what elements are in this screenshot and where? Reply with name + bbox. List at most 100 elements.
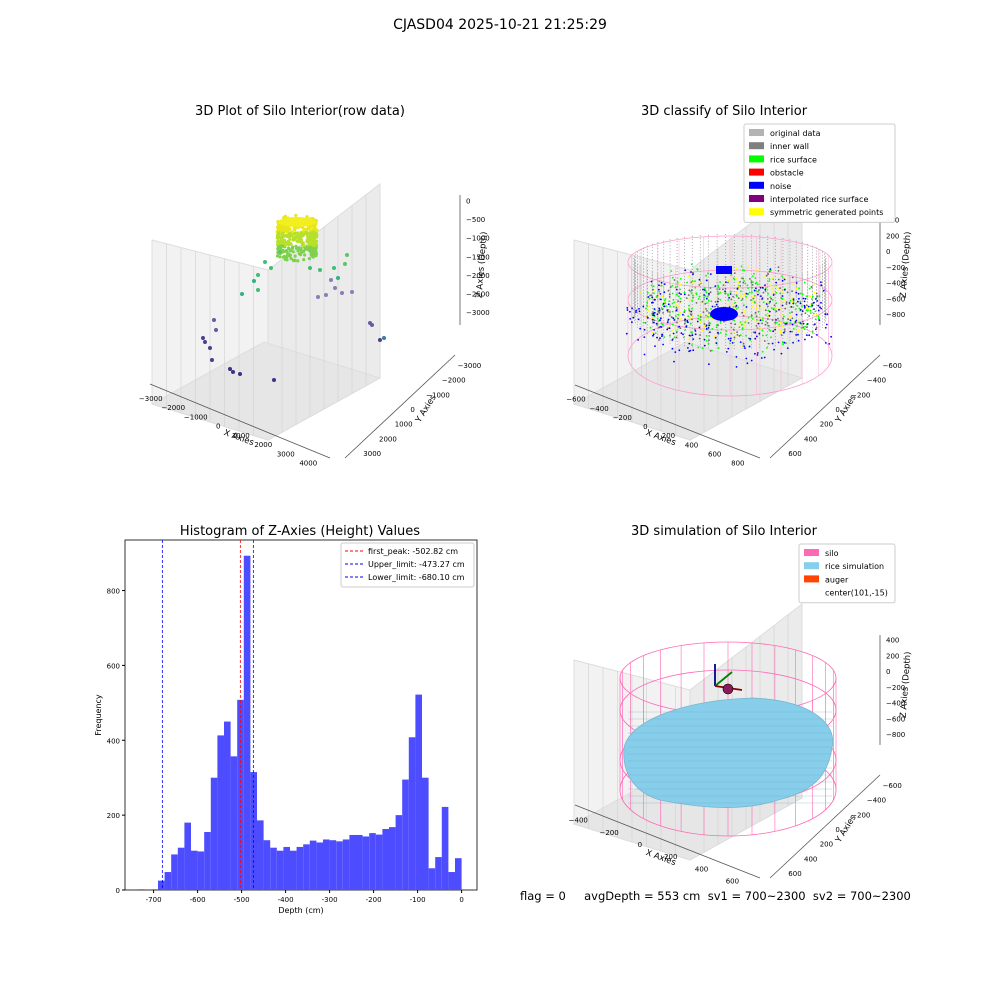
noise-point [715, 303, 718, 306]
scatter-point [290, 246, 295, 250]
noise-point [816, 300, 819, 302]
classified-point [805, 295, 808, 298]
histogram-bar [283, 846, 290, 890]
classified-point [714, 296, 717, 299]
scatter-point [280, 242, 284, 246]
classified-point [808, 287, 811, 290]
classified-point [708, 314, 710, 316]
scatter-point [280, 224, 284, 228]
classified-point [771, 288, 774, 291]
histogram-bar [395, 815, 403, 890]
panel3-title: Histogram of Z-Axies (Height) Values [179, 524, 421, 539]
noise-point [725, 281, 727, 284]
noise-point [696, 320, 699, 323]
classified-point [730, 322, 732, 325]
noise-point [729, 337, 732, 340]
noise-point [745, 292, 748, 295]
noise-point [792, 341, 794, 344]
histogram-legend-box [340, 542, 475, 588]
classified-point [697, 314, 700, 317]
status-line: flag = 0 avgDepth = 553 cm sv1 = 700~230… [520, 889, 911, 903]
classified-point [717, 305, 719, 308]
y-tick-label: 200 [107, 812, 120, 820]
scatter-point [329, 278, 333, 282]
histogram-bar [164, 872, 172, 890]
classified-point [789, 312, 791, 314]
classified-point [722, 288, 724, 291]
classified-point [687, 315, 690, 318]
classified-point [774, 307, 777, 310]
scatter-point [287, 234, 292, 238]
panel1-y-tick-label: 600 [788, 450, 801, 458]
panel3-x-tick-label: 400 [695, 865, 708, 873]
classified-point [698, 295, 701, 298]
scatter-point [276, 232, 281, 236]
scatter-point [306, 240, 310, 244]
histogram-bar [276, 850, 284, 890]
noise-point [795, 282, 798, 284]
classified-point [742, 325, 745, 327]
panel1-legend-label: obstacle [770, 169, 804, 178]
noise-point [705, 297, 708, 300]
legend-label: Lower_limit: -680.10 cm [368, 573, 465, 582]
scatter-point [314, 254, 318, 258]
noise-point [666, 321, 669, 324]
noise-point [814, 323, 816, 325]
classified-point [752, 331, 755, 334]
classified-point [707, 272, 709, 275]
noise-point [643, 328, 646, 331]
classified-point [754, 300, 757, 302]
noise-point [690, 271, 692, 273]
noise-point [626, 309, 629, 311]
classified-point [777, 269, 780, 272]
noise-point [705, 279, 708, 282]
classified-point [767, 292, 769, 295]
classified-point [742, 342, 745, 345]
classified-point [738, 292, 741, 295]
noise-point [783, 341, 786, 344]
classified-point [699, 315, 702, 318]
panel0-y-tick-label: 1000 [395, 421, 413, 429]
classified-point [768, 280, 771, 282]
panel3-z-tick-label: −400 [886, 700, 905, 708]
classified-point [782, 291, 785, 294]
classified-point [735, 277, 738, 280]
classified-point [655, 296, 658, 298]
panel3-x-tick-label: 200 [664, 853, 677, 861]
classified-point [760, 339, 763, 341]
panel0-axes3d: −3000−2000−10000100020003000400030002000… [139, 182, 490, 468]
classified-point [704, 303, 707, 305]
scatter-point [252, 279, 256, 283]
classified-point [658, 296, 660, 298]
panel0-x-tick-label: 0 [216, 423, 220, 431]
histogram-bar [204, 831, 211, 890]
classified-point [727, 304, 729, 306]
noise-point [739, 341, 742, 343]
classified-point [723, 292, 726, 295]
classified-point [688, 304, 690, 307]
classified-point [744, 321, 747, 323]
histogram-bar [455, 858, 462, 890]
panel0-z-tick-label: −1000 [466, 235, 490, 243]
classified-point [665, 305, 667, 307]
classified-point [669, 305, 671, 308]
panel3-legend-label: auger [825, 575, 849, 584]
classified-point [769, 270, 772, 272]
noise-point [764, 284, 766, 286]
histogram-bar [362, 836, 370, 890]
classified-point [755, 315, 758, 318]
y-tick-label: 600 [107, 662, 120, 670]
noise-point [745, 357, 748, 360]
noise-point [792, 298, 795, 301]
classified-point [646, 304, 648, 307]
classified-point [732, 340, 734, 343]
classified-point [647, 309, 650, 312]
classified-point [780, 301, 783, 304]
classified-point [662, 312, 664, 314]
classified-point [779, 292, 782, 295]
scatter-point [269, 266, 273, 270]
classified-point [730, 332, 733, 335]
classified-point [709, 291, 712, 294]
classified-point [765, 320, 767, 323]
classified-point [800, 313, 803, 316]
